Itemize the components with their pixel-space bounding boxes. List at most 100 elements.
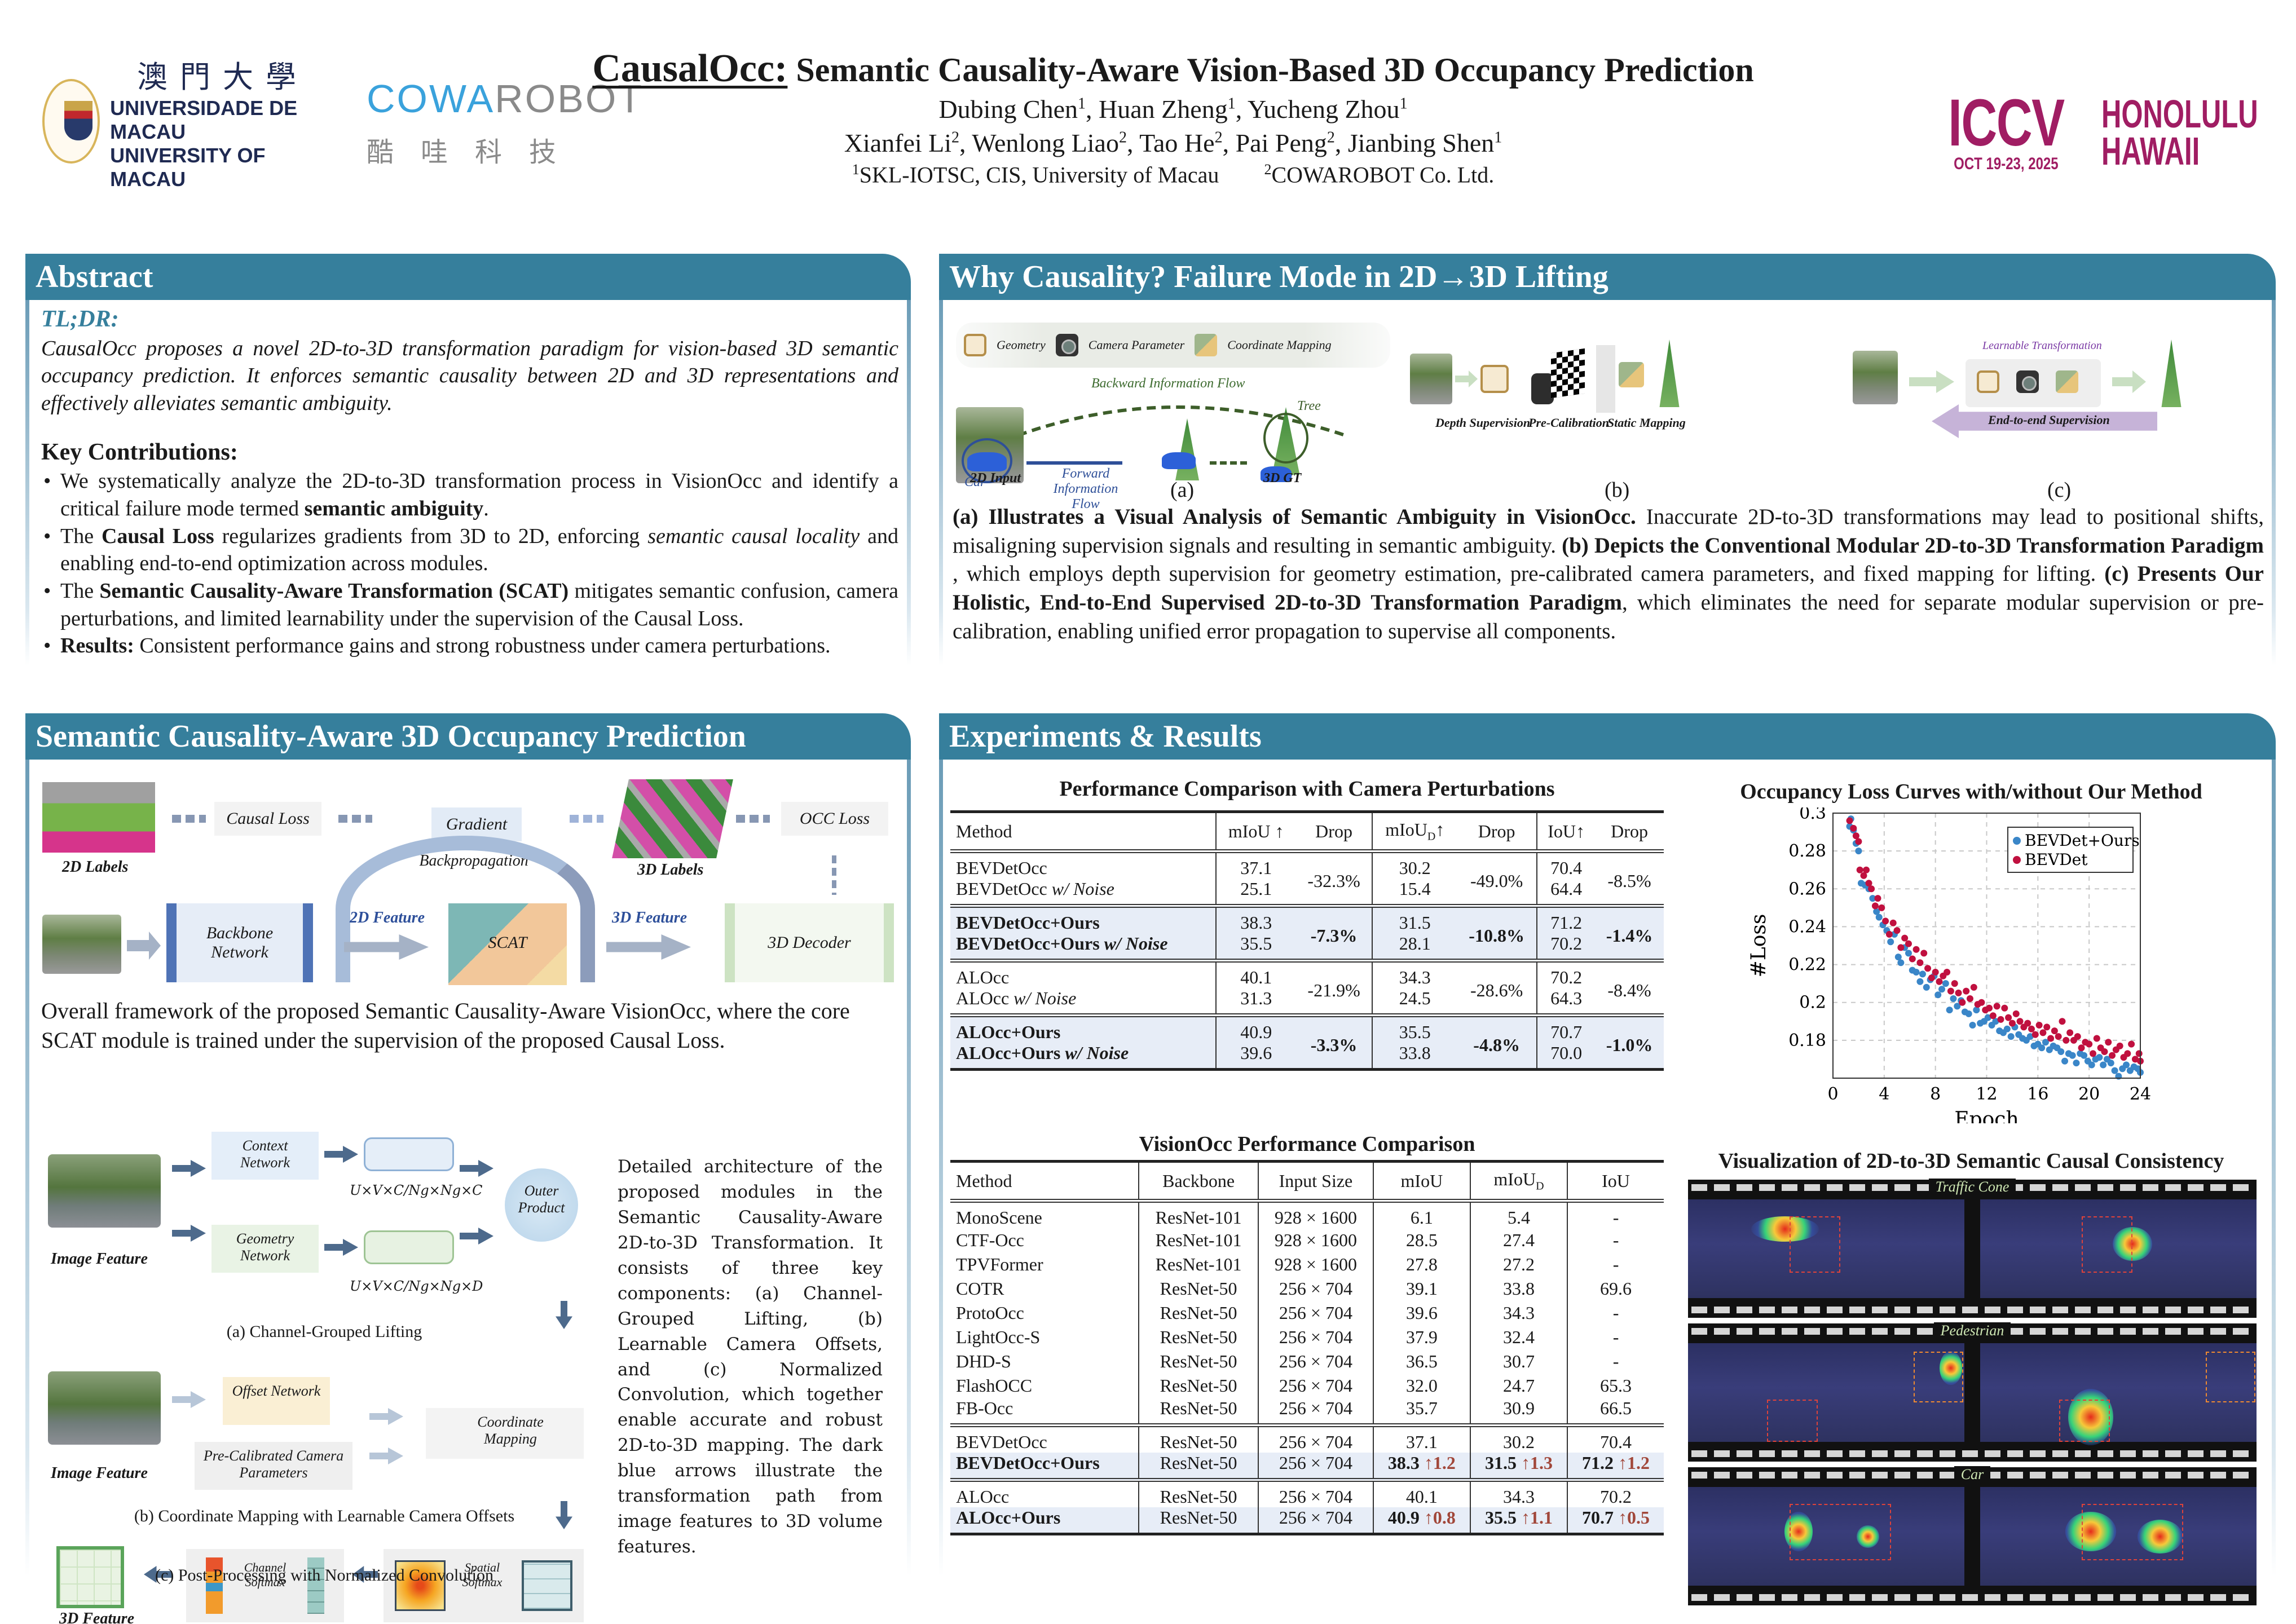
drop-cell: -8.4%	[1607, 979, 1651, 1000]
abstract-panel: Abstract TL;DR: CausalOcc proposes a nov…	[25, 254, 911, 665]
projected-car-icon	[1162, 452, 1196, 469]
miou-cell: 6.1	[1372, 1201, 1470, 1228]
dark-arrow	[172, 1160, 206, 1177]
baseline-attention-frame	[1688, 1487, 1964, 1586]
table2-title: VisionOcc Performance Comparison	[1139, 1132, 1475, 1156]
method-cell: COTR	[956, 1278, 1004, 1299]
image-feature-label: Image Feature	[51, 1464, 148, 1482]
input-size-cell: 256 × 704	[1258, 1425, 1373, 1453]
mapping-icon	[2056, 370, 2078, 393]
tree-icon	[1659, 339, 1680, 407]
gradient-box: Gradient	[431, 807, 522, 841]
author-name: Dubing Chen	[938, 95, 1078, 123]
why-heading: Why Causality? Failure Mode in 2D→3D Lif…	[939, 254, 2276, 300]
geometry-network-label: Geometry Network	[236, 1230, 294, 1264]
context-tensor	[364, 1137, 454, 1171]
mismatch-arrow	[1210, 461, 1249, 465]
dark-arrow	[460, 1228, 493, 1245]
geometry-icon	[1480, 365, 1509, 393]
dashed-arrow	[172, 815, 206, 823]
contribution-emphasis: semantic causal locality	[647, 524, 860, 548]
method-cell: BEVDetOcc	[956, 858, 1047, 878]
tldr-text: CausalOcc proposes a novel 2D-to-3D tran…	[41, 336, 898, 415]
mapping-icon	[1619, 362, 1644, 387]
figure-legend: Geometry Camera Parameter Coordinate Map…	[956, 323, 1390, 368]
author-affiliation-mark: 2	[1118, 129, 1127, 147]
data-point-bevdet-ours	[1934, 991, 1942, 999]
data-point-bevdet	[1978, 999, 1985, 1006]
affiliation-text: COWAROBOT Co. Ltd.	[1271, 161, 1495, 187]
y-tick-label: 0.26	[1788, 879, 1826, 899]
backbone-cell: ResNet-50	[1138, 1398, 1259, 1426]
input-size-cell: 256 × 704	[1258, 1453, 1373, 1480]
detailed-architecture-description: Detailed architecture of the proposed mo…	[618, 1157, 883, 1557]
miou-d-cell: 30.2	[1469, 1425, 1568, 1453]
data-point-bevdet-ours	[2057, 1048, 2065, 1055]
col-method: Method	[956, 1170, 1012, 1191]
caption-bold-part: (b) Depicts the Conventional Modular 2D-…	[1562, 533, 2264, 558]
caption-text-part: Inaccurate 2D-to-3D transformations may …	[953, 505, 2264, 558]
legend-box	[2007, 827, 2134, 873]
table-row: TPVFormer ResNet-101 928 × 1600 27.8 27.2-	[950, 1252, 1664, 1277]
experiments-panel: Experiments & Results Performance Compar…	[939, 713, 2276, 1605]
col-backbone: Backbone	[1138, 1161, 1259, 1201]
category-label: Car	[1954, 1466, 1991, 1482]
data-point-bevdet-ours	[2073, 1060, 2080, 1067]
data-point-bevdet	[2131, 1056, 2139, 1063]
attention-heatmap-blob	[1784, 1511, 1813, 1551]
data-point-bevdet	[1889, 919, 1897, 926]
miou-d-cell: 24.7	[1469, 1374, 1568, 1398]
data-point-bevdet-ours	[2007, 1033, 2015, 1040]
data-point-bevdet	[1997, 1016, 2004, 1023]
backbone-cell: ResNet-50	[1138, 1507, 1259, 1534]
loss-curve-chart: Occupancy Loss Curves with/without Our M…	[1684, 779, 2259, 1123]
input-size-cell: 928 × 1600	[1258, 1252, 1373, 1277]
table-row: BEVDetOcc+Ours w/ Noise 35.5 28.1 70.2	[950, 933, 1664, 961]
data-point-bevdet	[2089, 1050, 2096, 1057]
miou-cell: 35.7	[1372, 1398, 1470, 1426]
flow-arrow	[1455, 370, 1478, 387]
miou-cell: 39.6	[1372, 1301, 1470, 1325]
iou-cell: 70.7 ↑0.5	[1567, 1507, 1664, 1534]
data-point-bevdet	[2105, 1039, 2112, 1046]
camera-icon	[1055, 334, 1078, 356]
data-point-bevdet	[1912, 946, 1920, 953]
data-point-bevdet	[2035, 1022, 2043, 1029]
method-cell: FB-Occ	[956, 1398, 1013, 1418]
title-block: CausalOcc: Semantic Causality-Aware Visi…	[564, 45, 1782, 189]
data-point-bevdet	[2128, 1040, 2135, 1048]
author-name: Jianbing Shen	[1347, 128, 1495, 157]
spatial-softmax-output	[395, 1560, 446, 1611]
table-row: ALOcc ResNet-50 256 × 704 40.1 34.3 70.2	[950, 1480, 1664, 1507]
attention-heatmap-blob	[1939, 1351, 1962, 1385]
data-point-bevdet	[1932, 969, 1939, 976]
data-point-bevdet-ours	[1942, 980, 1949, 987]
tree-highlight-circle	[1263, 413, 1308, 464]
attention-heatmap-blob	[2068, 1389, 2113, 1446]
drop-cell: -49.0%	[1470, 870, 1523, 891]
depthwise-kernel-input	[522, 1560, 572, 1611]
viz-title: Visualization of 2D-to-3D Semantic Causa…	[1718, 1149, 2224, 1173]
data-point-bevdet-ours	[1869, 895, 1876, 902]
legend-camera: Camera Parameter	[1088, 338, 1185, 352]
data-point-bevdet	[1846, 817, 1853, 824]
iccv-logo: ICCV OCT 19-23, 2025 HONOLULU HAWAII	[1929, 85, 2258, 180]
subfigure-c-label: (c)	[2047, 478, 2072, 502]
target-region-box	[1790, 1504, 1891, 1560]
table-row: ALOcc+Ours w/ Noise 39.6 33.8 70.0	[950, 1043, 1664, 1070]
attention-heatmap-blob	[2065, 1511, 2116, 1551]
miou-d-cell: 30.2	[1372, 851, 1457, 879]
col-miou: mIoU ↑	[1215, 811, 1296, 851]
data-point-bevdet	[1970, 983, 1977, 991]
data-point-bevdet-ours	[2088, 1061, 2095, 1069]
affiliation-number: 1	[852, 161, 860, 178]
method-cell: ALOcc	[956, 967, 1010, 987]
method-cell: TPVFormer	[956, 1254, 1043, 1274]
ours-attention-frame	[1980, 1199, 2257, 1298]
caption-b: (b) Coordinate Mapping with Learnable Ca…	[134, 1507, 515, 1525]
attention-heatmap-blob	[2137, 1519, 2183, 1554]
col-iou: IoU↑	[1536, 811, 1596, 851]
car-highlight-circle	[962, 438, 1012, 483]
subfigure-a-label: (a)	[1170, 478, 1195, 502]
data-point-bevdet	[2012, 1010, 2020, 1017]
